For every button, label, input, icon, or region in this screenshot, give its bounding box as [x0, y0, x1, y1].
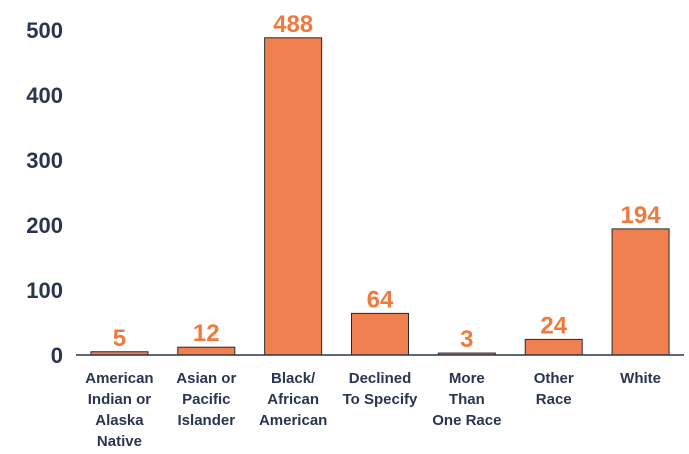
category-label-line: White — [620, 370, 661, 387]
category-label-line: Indian or — [88, 391, 151, 408]
category-label-line: Asian or — [176, 370, 236, 387]
category-label-0: American Indian or Alaska Native — [85, 370, 153, 450]
bar-2 — [264, 37, 323, 356]
bar-1 — [177, 346, 236, 356]
data-label-0: 5 — [113, 325, 126, 352]
category-label-line: Race — [536, 391, 572, 408]
y-tick-label-5: 500 — [26, 18, 63, 43]
category-label-line: American — [259, 412, 327, 429]
y-tick-label-0: 0 — [51, 343, 63, 368]
y-axis: 0 100 200 300 400 500 — [26, 18, 63, 368]
category-label-line: Black/ — [271, 370, 316, 387]
category-label-2: Black/African American — [259, 370, 327, 429]
category-label-line: Other — [534, 370, 574, 387]
category-label-line: Pacific — [182, 391, 230, 408]
category-label-line: Alaska — [95, 412, 144, 429]
category-label-line: To Specify — [343, 391, 418, 408]
y-tick-label-1: 100 — [26, 278, 63, 303]
data-label-1: 12 — [193, 320, 220, 347]
data-label-6: 194 — [621, 202, 662, 229]
data-labels: 5 12 488 64 3 24 194 — [113, 11, 661, 353]
category-label-line: American — [85, 370, 153, 387]
bar-3 — [351, 312, 409, 356]
y-tick-label-4: 400 — [26, 83, 63, 108]
category-label-line: Than — [449, 391, 485, 408]
category-label-4: More Than One Race — [432, 370, 501, 429]
category-label-line: Islander — [178, 412, 236, 429]
category-label-line: More — [449, 370, 485, 387]
data-label-3: 64 — [367, 286, 394, 313]
x-axis: American Indian or Alaska Native Asian or Pac… — [85, 370, 661, 450]
category-label-line: African — [267, 391, 319, 408]
y-tick-label-3: 300 — [26, 148, 63, 173]
bar-5 — [524, 338, 583, 356]
bars — [90, 37, 670, 356]
category-label-line: Declined — [349, 370, 412, 387]
bar-6 — [611, 228, 670, 356]
data-label-4: 3 — [460, 326, 473, 353]
category-label-5: Other Race — [534, 370, 574, 408]
data-label-2: 488 — [273, 11, 313, 38]
category-label-3: Declined To Specify — [343, 370, 418, 408]
data-label-5: 24 — [540, 312, 567, 339]
y-tick-label-2: 200 — [26, 213, 63, 238]
category-label-6: White — [620, 370, 661, 387]
category-label-line: One Race — [432, 412, 501, 429]
category-label-line: Native — [97, 433, 142, 450]
category-label-1: Asian or Pacific Islander — [176, 370, 236, 429]
